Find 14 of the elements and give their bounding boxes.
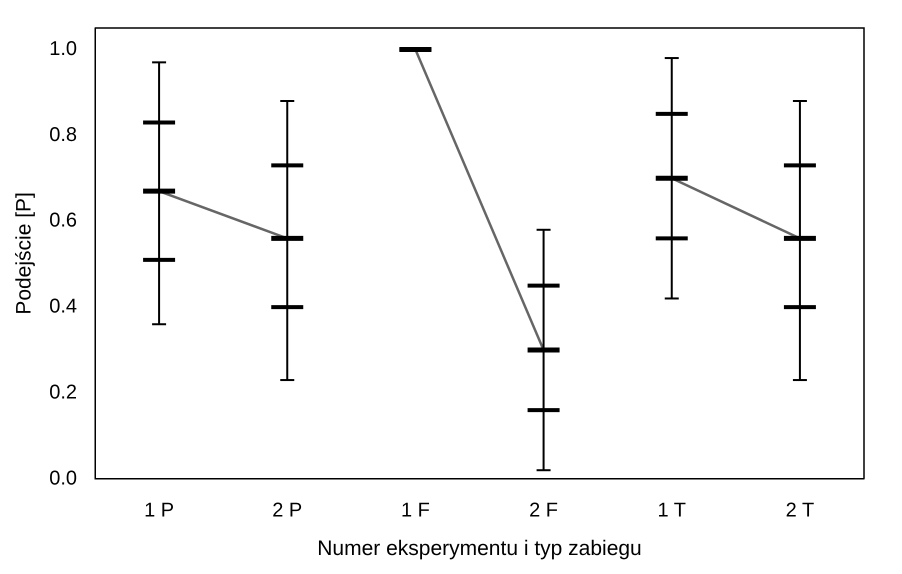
x-tick-label: 2 P: [272, 499, 302, 522]
x-tick-label: 2 T: [786, 499, 814, 522]
x-tick-label: 1 F: [400, 499, 430, 522]
x-tick-label: 1 P: [144, 499, 174, 522]
y-tick-label: 0.0: [49, 467, 78, 490]
x-axis-title: Numer eksperymentu i typ zabiegu: [317, 537, 642, 560]
y-tick-label: 1.0: [49, 38, 78, 60]
y-tick-label: 0.4: [49, 296, 78, 318]
x-tick-label: 2 F: [529, 499, 558, 522]
y-tick-label: 0.6: [49, 210, 78, 232]
y-tick-label: 0.8: [49, 124, 78, 146]
y-tick-label: 0.2: [49, 381, 78, 404]
y-axis-title: Podejście [P]: [12, 192, 36, 315]
x-tick-label: 1 T: [657, 499, 686, 522]
